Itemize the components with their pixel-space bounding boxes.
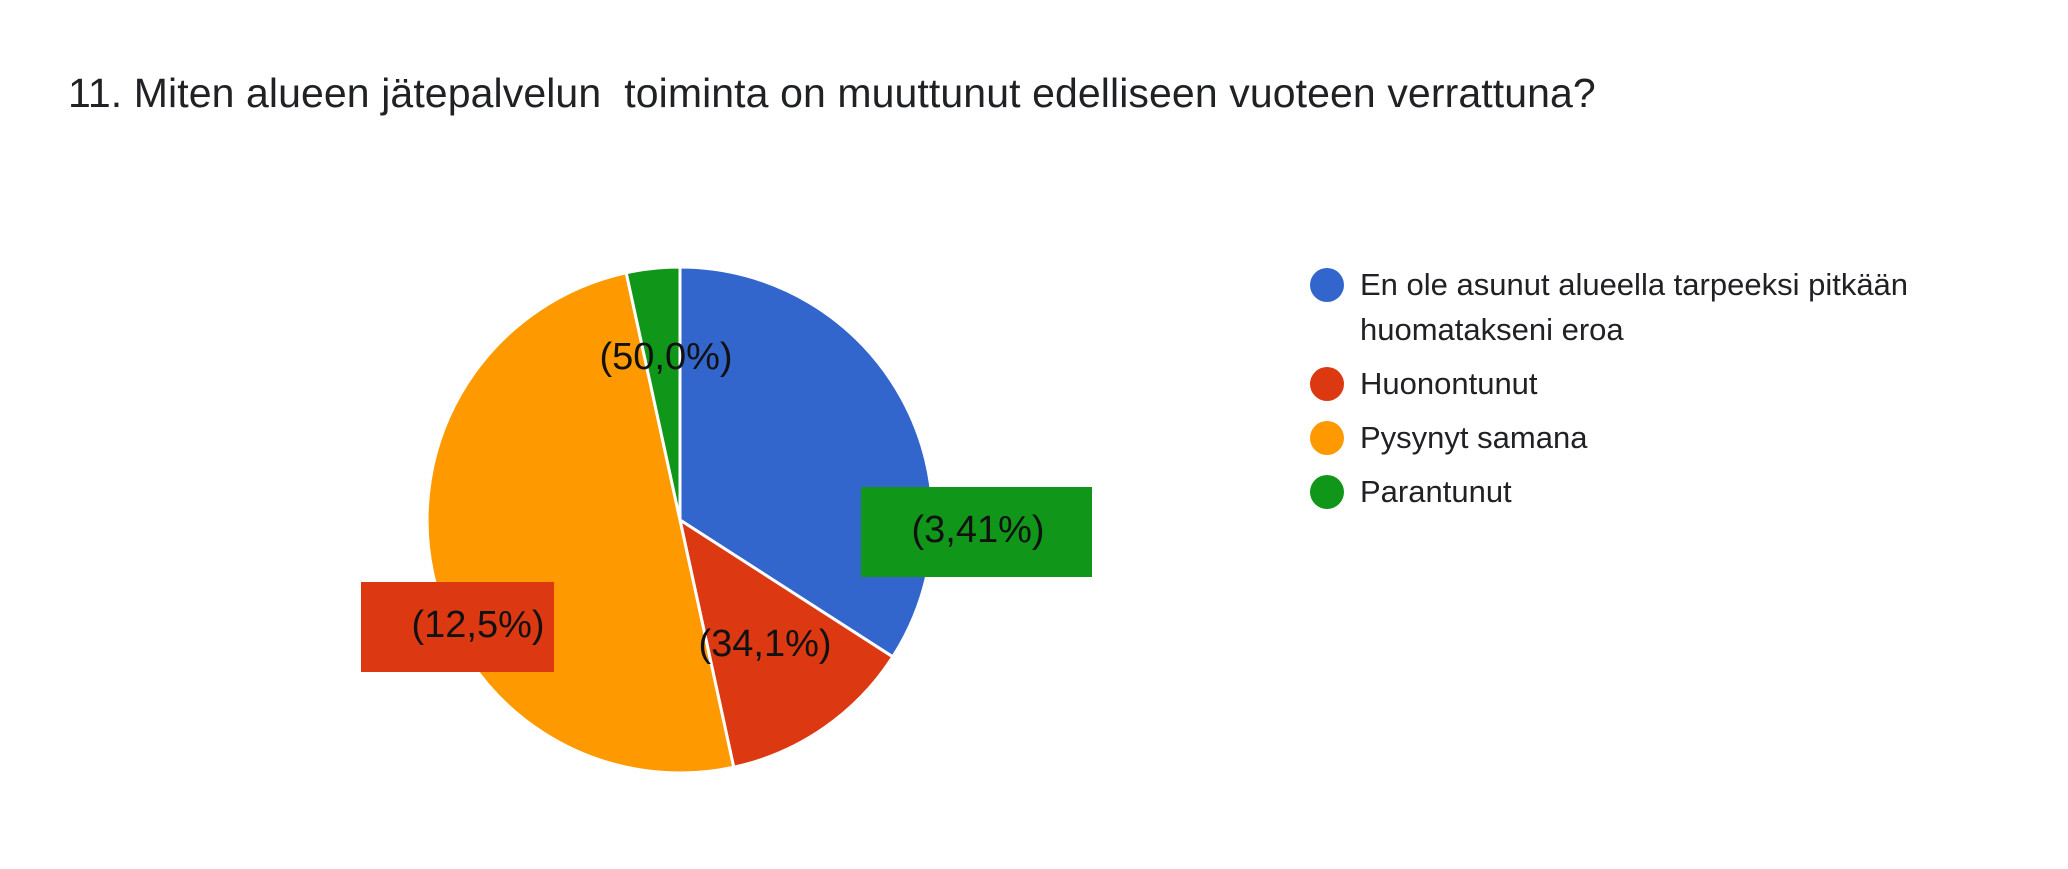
chart-title: 11. Miten alueen jätepalvelun toiminta o… <box>68 70 1596 116</box>
legend-swatch-icon <box>1310 367 1344 401</box>
legend-item[interactable]: Parantunut <box>1310 469 2030 514</box>
data-label-box <box>361 582 554 672</box>
legend-label: Parantunut <box>1360 474 1512 509</box>
legend-swatch-icon <box>1310 475 1344 509</box>
data-label: (34,1%) <box>698 623 831 665</box>
legend-item[interactable]: Huonontunut <box>1310 361 2030 406</box>
legend-swatch-icon <box>1310 268 1344 302</box>
pie-slice[interactable] <box>677 516 895 770</box>
legend-label: En ole asunut alueella tarpeeksi pitkään… <box>1360 267 1909 347</box>
data-label: (3,41%) <box>911 509 1044 551</box>
legend-swatch-icon <box>1310 421 1344 455</box>
legend: En ole asunut alueella tarpeeksi pitkään… <box>1310 262 2030 523</box>
data-label-box <box>861 487 1092 577</box>
data-label: (12,5%) <box>411 604 544 646</box>
legend-label: Pysynyt samana <box>1360 420 1588 455</box>
legend-item[interactable]: En ole asunut alueella tarpeeksi pitkään… <box>1310 262 2030 352</box>
legend-label: Huonontunut <box>1360 366 1538 401</box>
pie-slice[interactable] <box>624 265 682 521</box>
data-label: (50,0%) <box>599 336 732 378</box>
legend-item[interactable]: Pysynyt samana <box>1310 415 2030 460</box>
